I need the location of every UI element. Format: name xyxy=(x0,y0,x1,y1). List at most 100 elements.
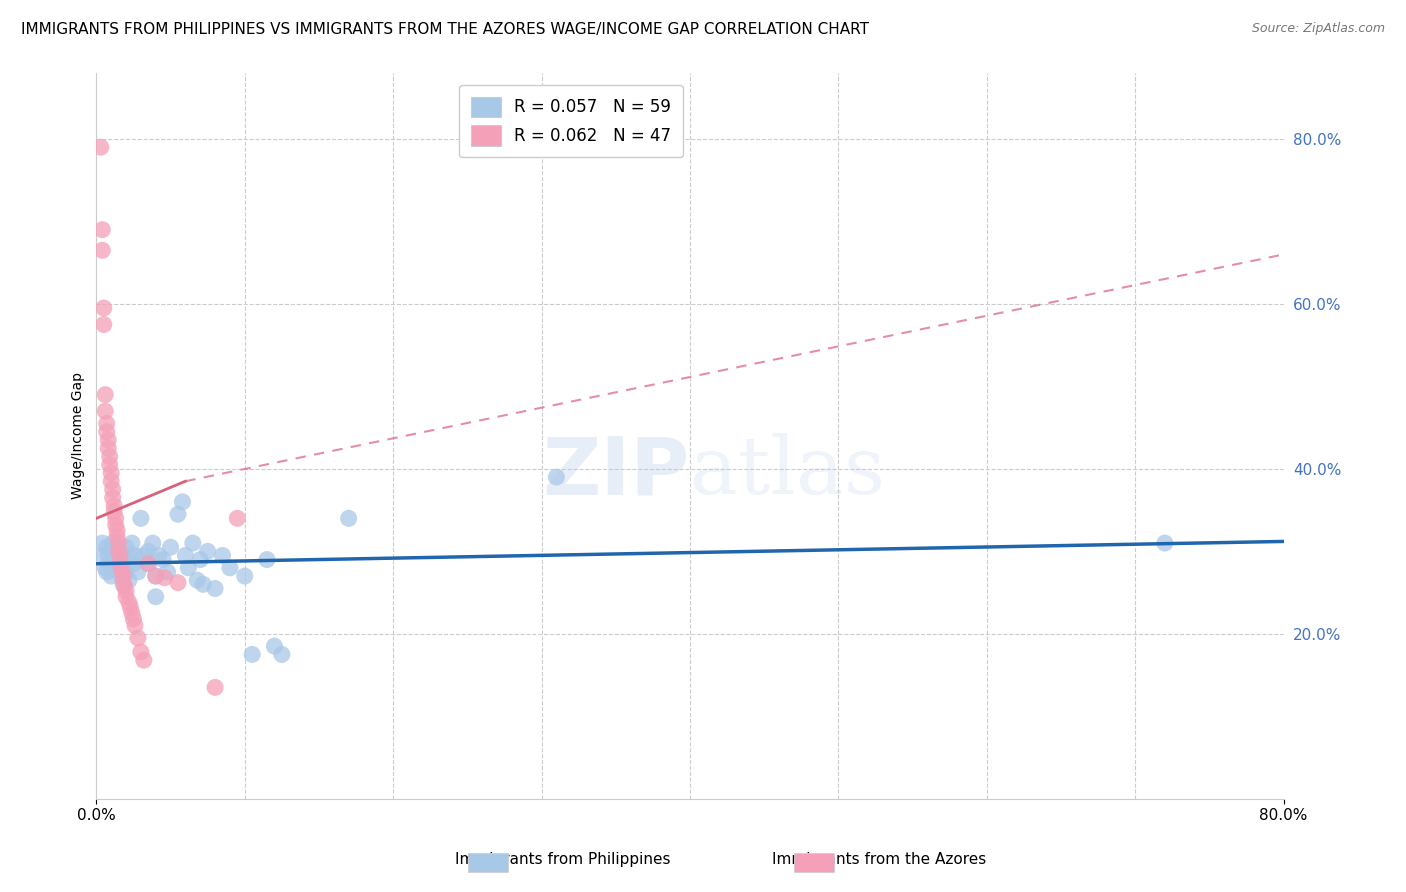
Point xyxy=(121,606,143,620)
Point xyxy=(129,645,152,659)
Point xyxy=(93,549,115,563)
Point xyxy=(108,557,131,571)
Point xyxy=(104,511,127,525)
Point xyxy=(142,536,165,550)
Point xyxy=(110,562,132,576)
Point xyxy=(129,511,152,525)
Point xyxy=(98,450,121,464)
Point xyxy=(136,557,159,571)
Point xyxy=(101,491,124,505)
Point xyxy=(132,653,155,667)
Text: Immigrants from Philippines: Immigrants from Philippines xyxy=(454,852,671,867)
Point xyxy=(104,561,127,575)
Point xyxy=(546,470,568,484)
Point xyxy=(204,582,226,596)
Point xyxy=(93,301,115,315)
Point xyxy=(114,552,136,566)
Legend: R = 0.057   N = 59, R = 0.062   N = 47: R = 0.057 N = 59, R = 0.062 N = 47 xyxy=(460,85,683,157)
Point xyxy=(97,549,120,563)
Point xyxy=(337,511,360,525)
Point xyxy=(270,648,292,662)
Point xyxy=(120,600,142,615)
Point xyxy=(240,648,263,662)
Point xyxy=(156,565,179,579)
Text: Source: ZipAtlas.com: Source: ZipAtlas.com xyxy=(1251,22,1385,36)
Point xyxy=(121,536,143,550)
Point xyxy=(112,567,135,582)
Point xyxy=(108,557,131,571)
Point xyxy=(104,517,127,532)
Point xyxy=(153,571,176,585)
Point xyxy=(181,536,204,550)
Point xyxy=(100,544,122,558)
Text: Immigrants from the Azores: Immigrants from the Azores xyxy=(772,852,986,867)
Point xyxy=(197,544,219,558)
Point xyxy=(193,577,215,591)
Point xyxy=(96,540,118,554)
Point xyxy=(233,569,256,583)
Point xyxy=(188,552,211,566)
Point xyxy=(105,549,128,563)
Point xyxy=(108,549,131,563)
Point xyxy=(145,569,167,583)
Point xyxy=(167,575,190,590)
Text: IMMIGRANTS FROM PHILIPPINES VS IMMIGRANTS FROM THE AZORES WAGE/INCOME GAP CORREL: IMMIGRANTS FROM PHILIPPINES VS IMMIGRANT… xyxy=(21,22,869,37)
Point xyxy=(204,681,226,695)
Point xyxy=(118,573,141,587)
Point xyxy=(136,557,159,571)
Point xyxy=(98,557,121,571)
Y-axis label: Wage/Income Gap: Wage/Income Gap xyxy=(72,372,86,500)
Point xyxy=(177,561,200,575)
Point xyxy=(105,524,128,538)
Point xyxy=(103,505,125,519)
Point xyxy=(263,639,285,653)
Point xyxy=(94,561,117,575)
Point xyxy=(152,552,174,566)
Point xyxy=(93,318,115,332)
Point xyxy=(172,495,194,509)
Point xyxy=(100,466,122,480)
Point xyxy=(226,511,249,525)
Point xyxy=(107,565,129,579)
Point xyxy=(94,387,117,401)
Point xyxy=(124,618,146,632)
Point xyxy=(103,552,125,566)
Text: atlas: atlas xyxy=(690,434,886,511)
Point xyxy=(110,549,132,563)
Point xyxy=(101,483,124,497)
Point xyxy=(105,529,128,543)
Point xyxy=(136,544,159,558)
Point xyxy=(122,612,145,626)
Point xyxy=(124,549,146,563)
Point xyxy=(96,417,118,431)
Point xyxy=(98,458,121,472)
Point xyxy=(145,569,167,583)
Point xyxy=(112,573,135,587)
Point xyxy=(96,425,118,439)
Point xyxy=(167,507,190,521)
Point xyxy=(101,536,124,550)
Point xyxy=(186,573,208,587)
Point xyxy=(96,565,118,579)
Point xyxy=(112,577,135,591)
Point xyxy=(90,140,112,154)
Point xyxy=(118,549,141,563)
Point xyxy=(122,557,145,571)
Point xyxy=(107,540,129,554)
Point xyxy=(256,552,278,566)
Point xyxy=(159,540,181,554)
Point xyxy=(107,544,129,558)
Point xyxy=(100,474,122,488)
Point xyxy=(145,590,167,604)
Point xyxy=(97,433,120,447)
Point xyxy=(91,222,114,236)
Point xyxy=(115,583,138,598)
Point xyxy=(91,244,114,258)
Point xyxy=(94,404,117,418)
Point xyxy=(174,549,197,563)
Point xyxy=(103,499,125,513)
Text: ZIP: ZIP xyxy=(543,434,690,511)
Point xyxy=(211,549,233,563)
Point xyxy=(115,565,138,579)
Point xyxy=(91,536,114,550)
